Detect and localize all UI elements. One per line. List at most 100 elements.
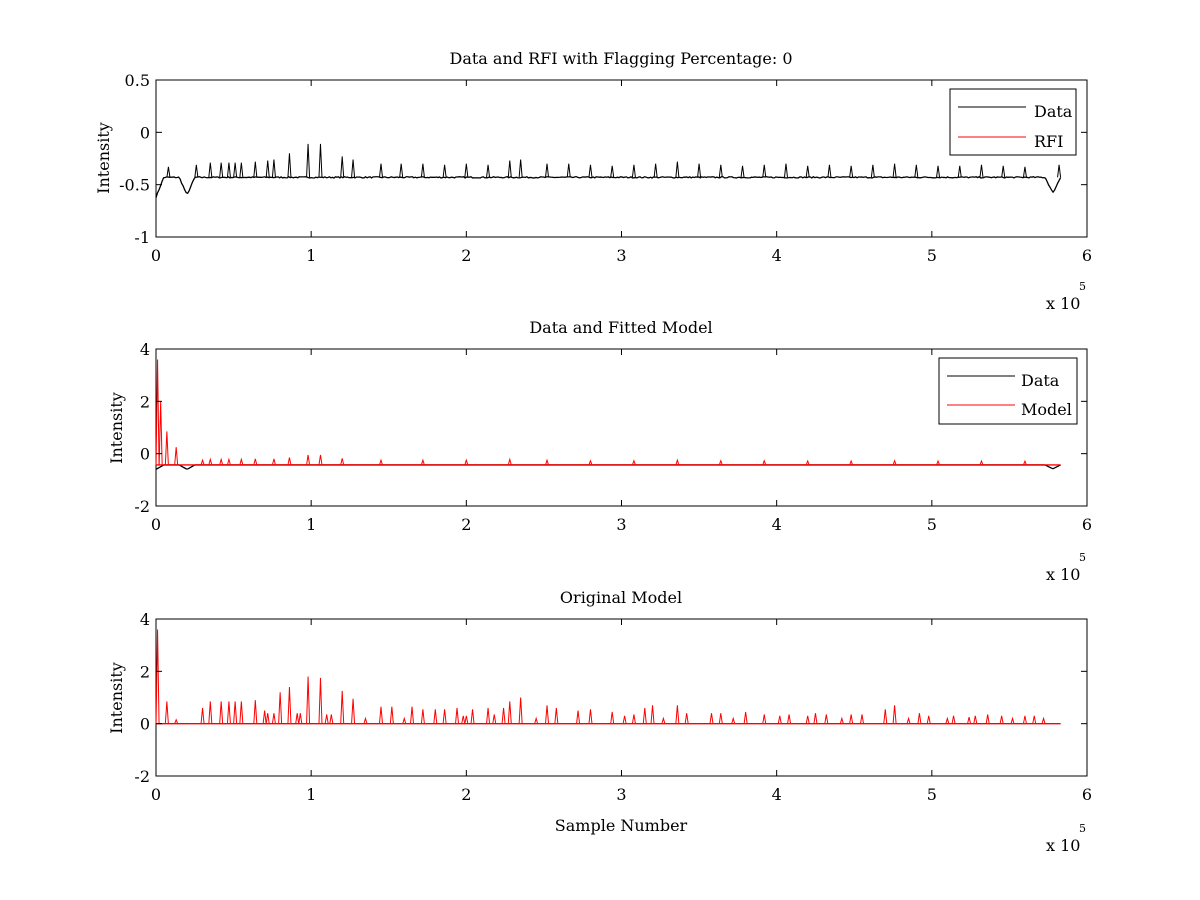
panel-2-series-model-spike xyxy=(507,457,512,466)
panel-1-series-data-spike xyxy=(545,163,550,178)
panel-3-series-original-model-spike xyxy=(650,705,655,724)
panel-3-xtick-label: 3 xyxy=(616,785,626,804)
panel-3-series-original-model-spike xyxy=(233,701,238,724)
panel-2-series-model-spike xyxy=(892,459,897,466)
panel-3-series-original-model-spike xyxy=(926,715,931,724)
panel-1-series-data-spike xyxy=(194,164,199,178)
panel-2-xtick-label: 1 xyxy=(306,515,316,534)
panel-2-series-model-spike xyxy=(219,457,224,466)
panel-3-series-original-model-spike xyxy=(318,677,323,724)
panel-3-xtick-label: 0 xyxy=(151,785,161,804)
panel-2-series-model-spike xyxy=(271,458,276,466)
panel-1-series-data-spike xyxy=(566,163,571,178)
panel-1-ytick-label: 0.5 xyxy=(125,71,150,90)
panel-1-series-data-spike xyxy=(226,162,231,178)
panel-2-series-model-spike xyxy=(239,457,244,466)
panel-3-xtick-label: 1 xyxy=(306,785,316,804)
panel-1-ticks: 0 1 2 3 4 5 6 -1 -0.5 0 0.5 xyxy=(119,71,1092,265)
panel-3-series-original-model-spike xyxy=(324,714,329,724)
panel-3-series-original-model-spike xyxy=(329,714,334,724)
panel-3-series-original-model-spike xyxy=(174,718,179,724)
panel-1-xtick-label: 1 xyxy=(306,246,316,265)
panel-2-plot xyxy=(155,359,1061,470)
panel-3-series-original-model-spike xyxy=(486,707,491,724)
panel-3-series-original-model-spike xyxy=(554,707,559,724)
panel-1-legend-box xyxy=(949,88,1077,156)
panel-1-series-data-spike xyxy=(827,164,832,178)
panel-1-series-data-spike xyxy=(1001,165,1006,178)
panel-2-series-model-spike xyxy=(226,457,231,466)
panel-3-series-original-model-spike xyxy=(718,713,723,724)
panel-3-series-original-model-spike xyxy=(340,690,345,724)
panel-3-series-original-model-spike xyxy=(455,707,460,724)
panel-1-series-data-spike xyxy=(166,166,171,178)
panel-3-x-exponent-base: x 10 xyxy=(1046,836,1080,855)
panel-1-series-data-spike xyxy=(762,164,767,178)
panel-3-xtick-label: 5 xyxy=(927,785,937,804)
panel-2-axes xyxy=(155,348,1088,507)
panel-2-series-model-spike xyxy=(340,458,345,466)
panel-3-series-original-model-spike xyxy=(433,709,438,724)
panel-1-axes xyxy=(155,79,1088,238)
panel-3-series-original-model-spike xyxy=(442,709,447,724)
panel-3-series-original-model-spike xyxy=(631,714,636,724)
panel-2-series-model-spike xyxy=(631,459,636,466)
panel-3-series-original-model-spike xyxy=(824,714,829,724)
panel-3-ytick-label: 0 xyxy=(140,715,150,734)
panel-3-series-original-model-spike xyxy=(239,701,244,724)
panel-1-series-data-spike xyxy=(239,162,244,178)
panel-3-series-original-model-spike xyxy=(849,714,854,724)
panel-2-x-exponent-power: 5 xyxy=(1079,551,1086,564)
panel-3-series-original-model-spike xyxy=(839,716,844,724)
panel-3-series-original-model-spike xyxy=(883,709,888,724)
panel-3-series-original-model-spike xyxy=(461,715,466,724)
panel-2-ytick-label: -2 xyxy=(134,497,150,516)
panel-2-series-model-spike xyxy=(379,458,383,466)
panel-1-series-data-spike xyxy=(805,165,810,178)
panel-3-series-original-model-spike xyxy=(464,715,469,724)
panel-1-series-data-spike xyxy=(340,156,345,178)
panel-3-series-original-model-spike xyxy=(967,717,972,724)
panel-3-ytick-label: -2 xyxy=(134,767,150,786)
panel-3-x-exponent-power: 5 xyxy=(1079,822,1086,835)
panel-3-series-original-model-spike xyxy=(402,716,407,724)
panel-2-series-model-spike xyxy=(208,457,213,466)
panel-3-series-original-model-spike xyxy=(545,705,550,724)
panel-3-series-original-model-spike xyxy=(155,629,160,724)
panel-1-series-data-spike xyxy=(957,165,962,178)
panel-1-series-data-spike xyxy=(783,163,788,178)
panel-3-series-original-model-spike xyxy=(622,715,627,724)
panel-2-xtick-label: 3 xyxy=(616,515,626,534)
panel-3-series-original-model-spike xyxy=(501,707,506,724)
panel-3-series-original-model-spike xyxy=(1022,715,1027,724)
panel-1-series-data-spike xyxy=(870,164,875,178)
panel-3-series-original-model-spike xyxy=(787,714,792,724)
panel-3-ytick-label: 4 xyxy=(140,610,150,629)
panel-2-series-model-spike xyxy=(164,431,169,465)
panel-1-ytick-label: -0.5 xyxy=(119,176,150,195)
panel-3-series-original-model-spike xyxy=(675,705,680,724)
panel-2-series-model-spike xyxy=(675,458,680,466)
panel-3-series-original-model-spike xyxy=(389,706,394,724)
panel-2-series-model-spike xyxy=(306,454,311,465)
panel-3-ylabel: Intensity xyxy=(107,662,126,734)
panel-3-series-original-model-spike xyxy=(208,701,213,724)
panel-3-series-original-model-spike xyxy=(917,713,922,724)
panel-1-series-data-spike xyxy=(697,163,702,178)
panel-1-xtick-label: 4 xyxy=(772,246,782,265)
panel-3-series-original-model-spike xyxy=(610,711,615,724)
panel-1-series-data-spike xyxy=(351,159,356,178)
panel-3-series-original-model-spike xyxy=(576,710,581,724)
panel-2-ytick-label: 2 xyxy=(140,392,150,411)
panel-3-series-original-model-spike xyxy=(985,714,990,724)
panel-3-series-original-model-spike xyxy=(226,701,231,724)
panel-3-series-original-model-spike xyxy=(945,716,950,724)
panel-1-legend: Data RFI xyxy=(949,88,1077,156)
panel-3-series-original-model-spike xyxy=(588,709,593,724)
panel-3-plot xyxy=(155,629,1061,725)
panel-1-x-exponent-power: 5 xyxy=(1079,280,1086,293)
panel-1-series-data-spike xyxy=(265,160,270,178)
